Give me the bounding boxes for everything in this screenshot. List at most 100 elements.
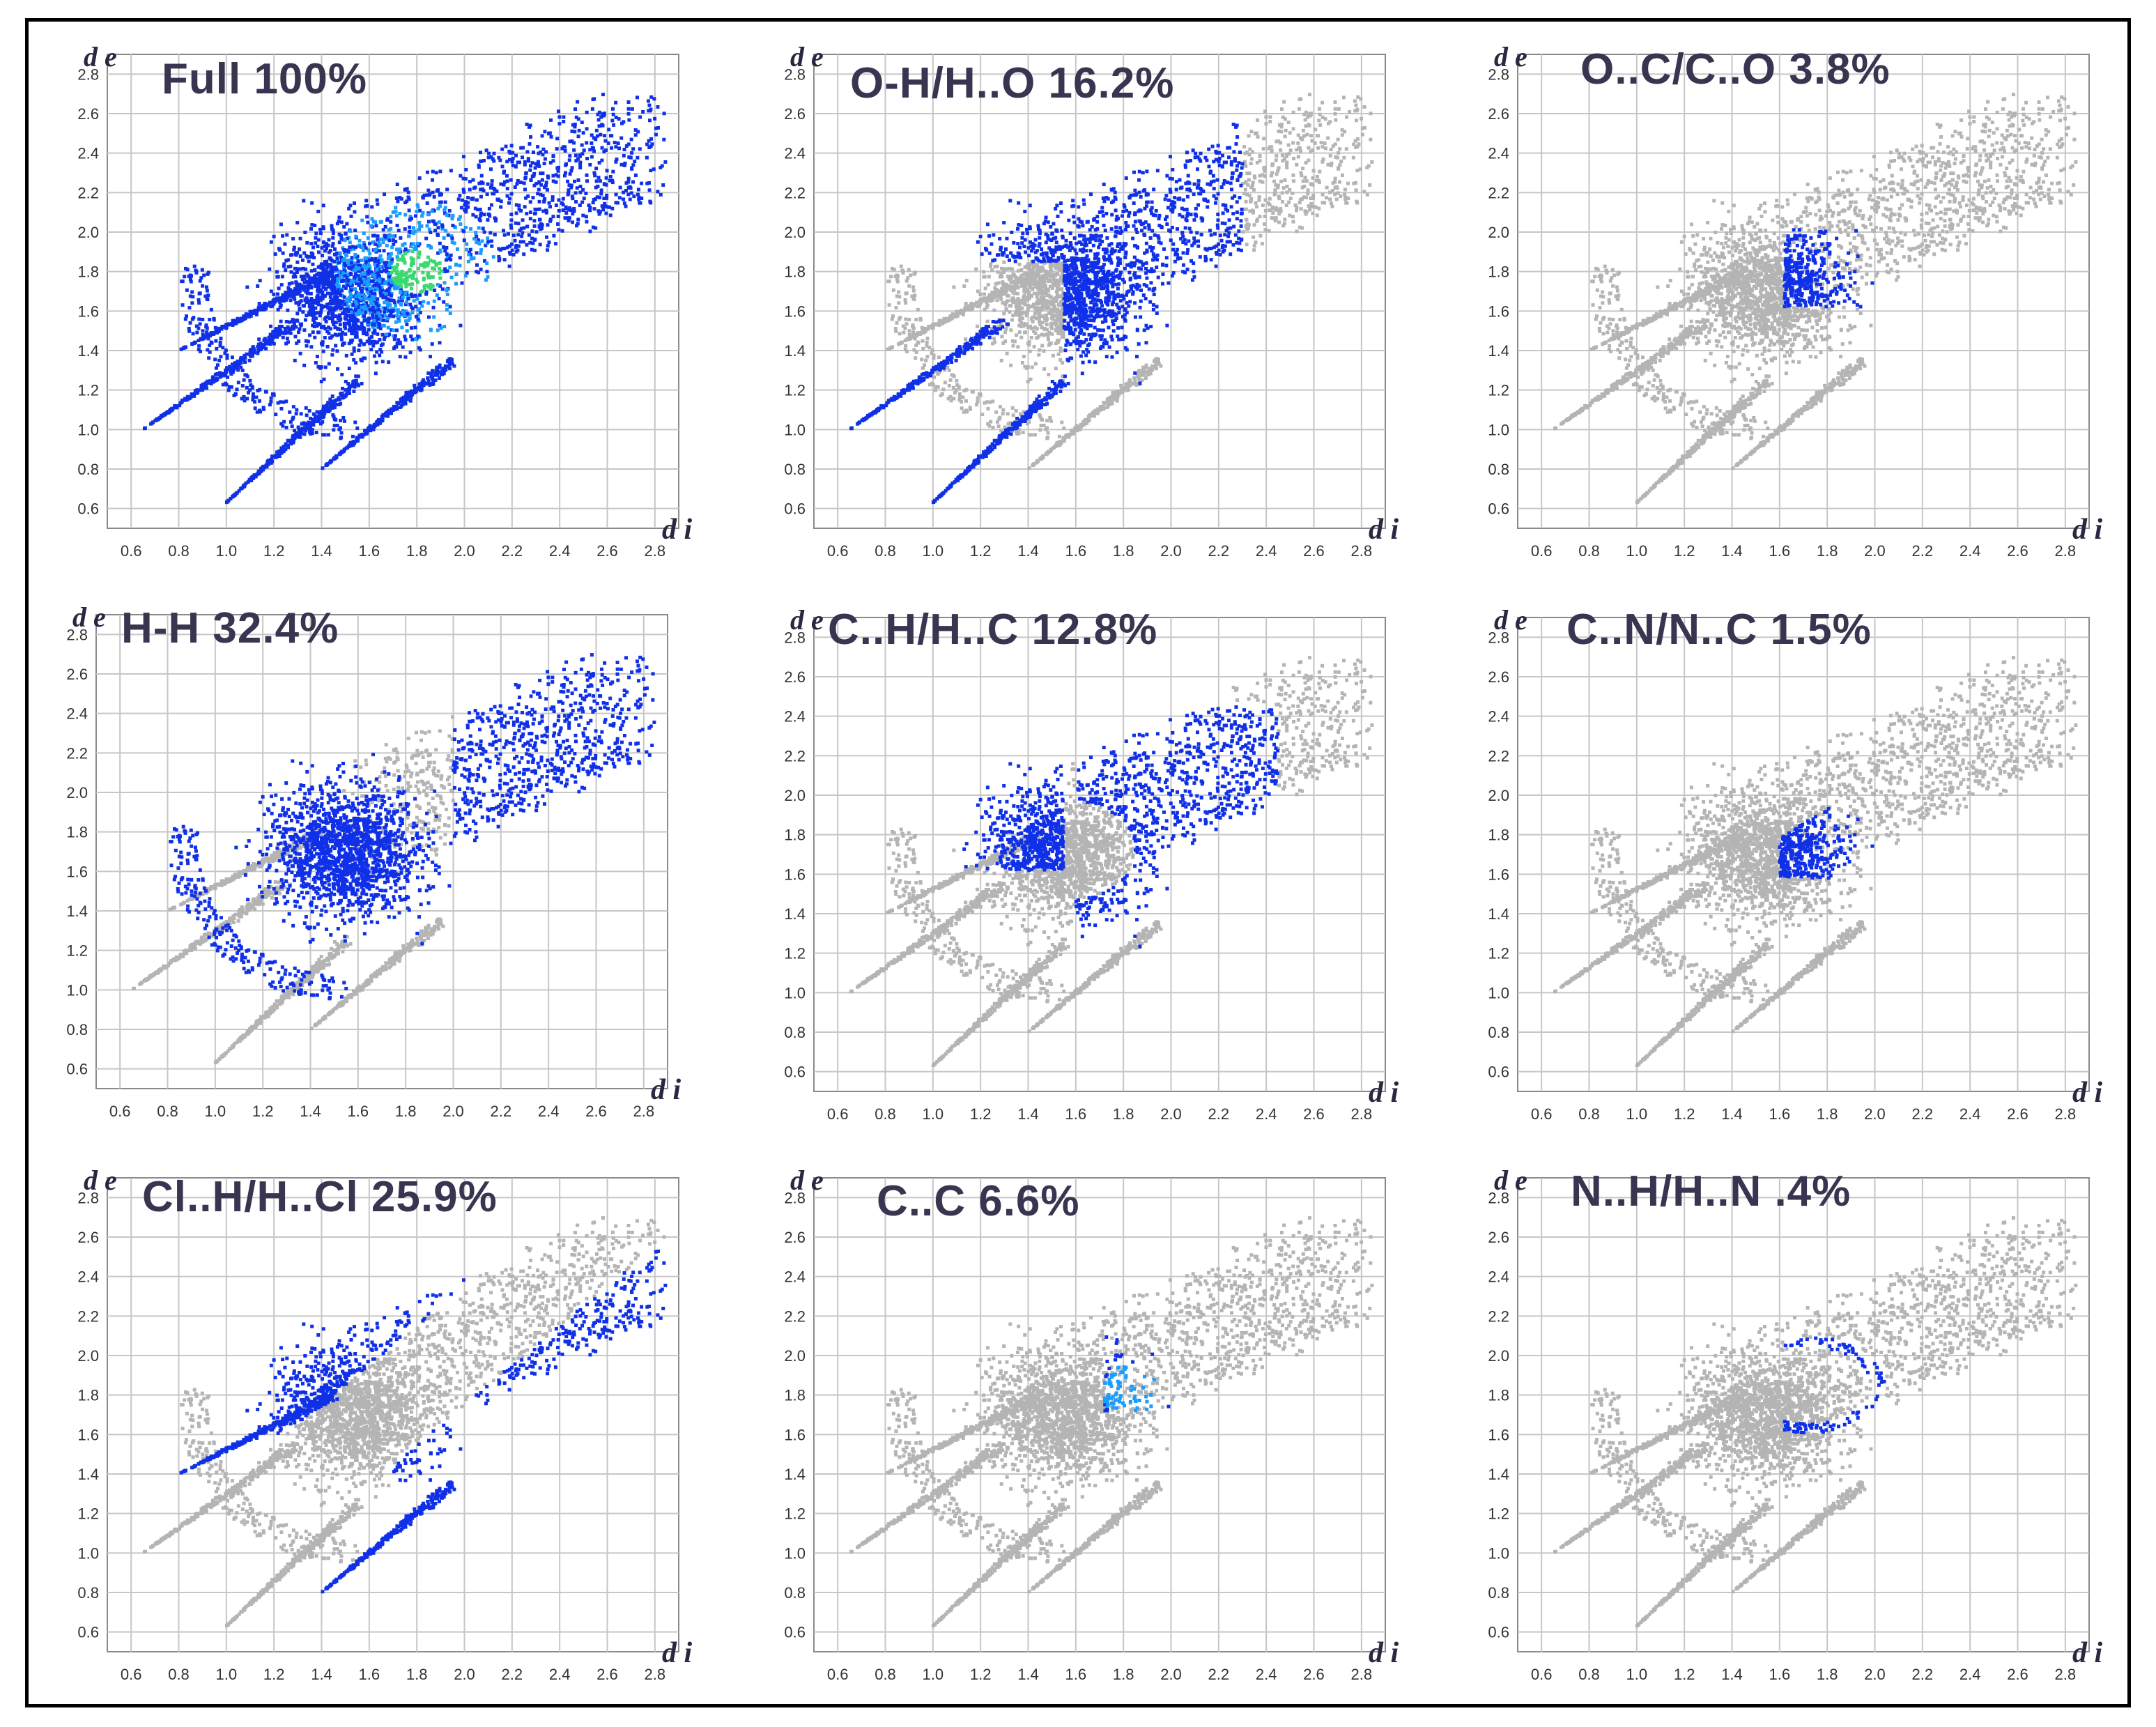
background-point (1245, 243, 1249, 247)
contact-point (217, 328, 222, 332)
contact-point (334, 291, 338, 295)
contact-point (302, 421, 306, 425)
contact-point (208, 379, 212, 383)
contact-point (217, 358, 222, 362)
contact-point (212, 316, 216, 321)
contact-point (291, 325, 295, 329)
contact-point (273, 252, 277, 256)
contact-point (622, 163, 626, 167)
contact-point (183, 266, 187, 270)
contact-point (309, 297, 314, 301)
background-point (940, 321, 944, 325)
contact-point (269, 289, 273, 293)
contact-point (357, 311, 362, 315)
contact-point (477, 226, 481, 230)
fingerprint-plot-oh: 0.6 0.8 1.0 1.2 1.4 1.6 1.8 2.0 2.2 2.4 2.6 2.80.60… (784, 54, 1386, 560)
contact-point (257, 399, 261, 403)
background-point (1258, 159, 1262, 163)
contact-point (328, 461, 332, 465)
contact-point (561, 208, 565, 213)
contact-point (363, 356, 367, 360)
contact-point (584, 215, 588, 219)
contact-point (302, 199, 306, 203)
contact-point (316, 293, 320, 298)
contact-point (224, 371, 228, 376)
contact-point (332, 288, 337, 292)
contact-point (304, 429, 308, 433)
contact-point (344, 332, 348, 336)
contact-point (390, 407, 394, 411)
contact-point (444, 229, 448, 233)
contact-point (380, 265, 385, 269)
contact-point (346, 309, 351, 314)
contact-point (475, 234, 479, 238)
contact-point (475, 270, 479, 274)
contact-point (602, 150, 606, 154)
contact-point (353, 316, 357, 320)
contact-point (336, 277, 340, 281)
contact-point (215, 363, 220, 367)
contact-point (421, 380, 425, 384)
contact-point (325, 302, 329, 307)
contact-point (321, 343, 325, 347)
contact-point (341, 284, 346, 289)
contact-point (330, 400, 334, 404)
contact-point (550, 198, 555, 202)
contact-point (373, 259, 377, 263)
contact-point (380, 414, 384, 418)
contact-point (390, 291, 394, 295)
contact-point (431, 178, 435, 182)
contact-point (396, 276, 400, 280)
background-point (1033, 312, 1037, 316)
contact-point (432, 299, 436, 303)
background-point (1042, 326, 1047, 330)
contact-point (603, 139, 608, 143)
background-point (1264, 122, 1268, 126)
contact-point (314, 300, 318, 305)
background-point (1304, 124, 1308, 128)
contact-point (442, 325, 447, 329)
contact-point (321, 227, 325, 231)
background-point (1263, 109, 1268, 114)
contact-point (624, 181, 629, 185)
contact-point (334, 344, 338, 348)
contact-point (407, 208, 411, 213)
contact-point (386, 410, 390, 414)
contact-point (426, 379, 431, 383)
contact-point (321, 408, 325, 413)
background-point (1244, 207, 1248, 211)
contact-point (519, 146, 523, 150)
contact-point (271, 298, 275, 302)
x-tick-label: 0.6 (827, 542, 849, 560)
background-point (975, 300, 979, 305)
contact-point (522, 226, 526, 230)
contact-point (341, 330, 345, 335)
contact-point (498, 158, 502, 162)
contact-point (251, 348, 255, 353)
background-point (1011, 344, 1015, 348)
contact-point (419, 263, 423, 267)
contact-point (520, 234, 524, 238)
background-point (1270, 163, 1275, 167)
fingerprint-plot-full: 0.6 0.8 1.0 1.2 1.4 1.6 1.8 2.0 2.2 2.4 2.6 2.80.60… (77, 54, 679, 560)
contact-point (430, 209, 434, 213)
contact-point (356, 274, 360, 278)
contact-point (236, 316, 240, 321)
background-point (1023, 330, 1027, 335)
contact-point (347, 299, 351, 303)
background-point (1012, 300, 1016, 304)
contact-point (608, 174, 613, 178)
contact-point (284, 425, 288, 429)
contact-point (616, 201, 620, 205)
background-point (1244, 180, 1248, 184)
background-point (1005, 267, 1009, 271)
background-point (1022, 323, 1026, 327)
contact-point (387, 266, 392, 270)
contact-point (342, 267, 346, 271)
background-point (1249, 185, 1254, 190)
contact-point (374, 307, 378, 311)
background-point (964, 337, 968, 341)
contact-point (394, 196, 399, 200)
background-point (1263, 174, 1267, 178)
contact-point (210, 341, 214, 345)
